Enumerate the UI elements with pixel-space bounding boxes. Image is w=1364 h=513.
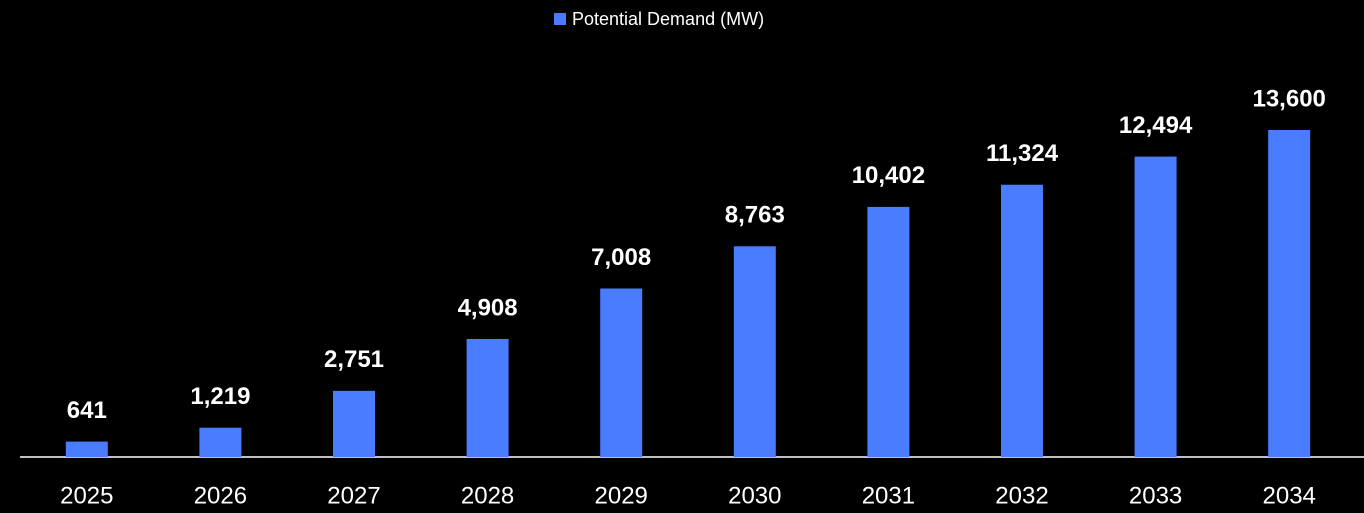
x-tick-label: 2025: [60, 482, 113, 509]
bar: [733, 246, 776, 457]
bar: [199, 427, 242, 457]
x-tick-label: 2034: [1263, 482, 1316, 509]
x-tick-label: 2030: [728, 482, 781, 509]
x-tick-label: 2028: [461, 482, 514, 509]
legend-swatch: [554, 13, 566, 25]
value-label: 11,324: [986, 140, 1059, 167]
x-tick-label: 2026: [194, 482, 247, 509]
bar: [1001, 184, 1043, 457]
value-label: 2,751: [324, 346, 384, 373]
value-label: 4,908: [458, 294, 518, 321]
x-tick-label: 2027: [327, 482, 380, 509]
x-tick-label: 2031: [862, 482, 915, 509]
x-tick-label: 2033: [1129, 482, 1182, 509]
value-label: 10,402: [852, 162, 925, 189]
value-label: 641: [67, 397, 107, 424]
value-label: 7,008: [591, 244, 651, 271]
value-label: 13,600: [1252, 85, 1325, 112]
value-label: 12,494: [1119, 112, 1193, 139]
value-label: 8,763: [725, 202, 785, 229]
bar: [1134, 156, 1177, 458]
x-tick-label: 2032: [995, 482, 1048, 509]
bar: [600, 288, 643, 457]
x-tick-label: 2029: [595, 482, 648, 509]
legend-label: Potential Demand (MW): [572, 9, 764, 29]
bar: [1268, 130, 1311, 457]
bar: [333, 390, 375, 457]
value-label: 1,219: [190, 383, 250, 410]
bar: [867, 206, 910, 457]
bar: [65, 441, 108, 457]
bar: [466, 338, 509, 457]
